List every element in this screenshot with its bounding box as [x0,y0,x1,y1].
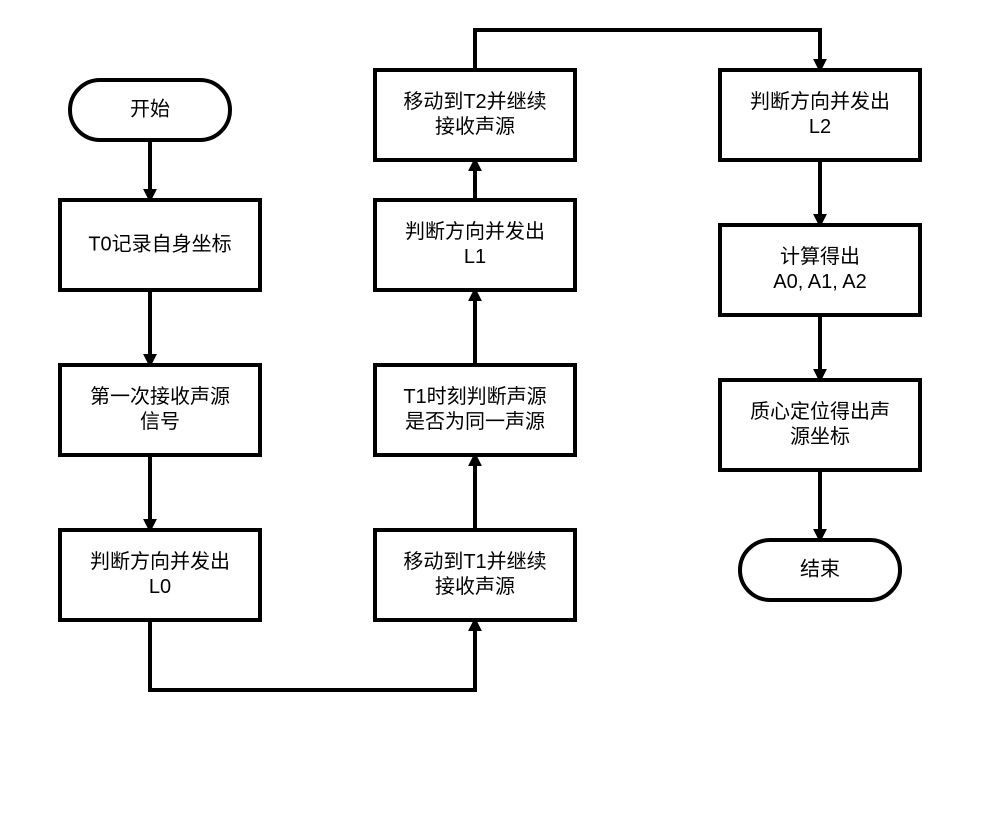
node-n5: T1时刻判断声源是否为同一声源 [375,365,575,455]
node-n7: 移动到T2并继续接收声源 [375,70,575,160]
node-n3: 判断方向并发出 L0 [60,530,260,620]
node-n2-label-0: 第一次接收声源 [90,385,230,408]
node-n4-label-0: 移动到T1并继续 [403,550,546,573]
edge-n7-n8 [475,30,820,70]
node-n3-label-1: L0 [149,576,171,598]
node-n4: 移动到T1并继续接收声源 [375,530,575,620]
node-n8-label-1: L2 [809,116,831,138]
flowchart-canvas: 开始T0记录自身坐标第一次接收声源信号判断方向并发出L0移动到T1并继续接收声源… [0,0,1000,820]
node-n6-label-0: 判断方向并发出 [405,220,545,243]
node-n6: 判断方向并发出 L1 [375,200,575,290]
node-start-label-0: 开始 [130,97,170,120]
node-n10: 质心定位得出声源坐标 [720,380,920,470]
node-n8-label-0: 判断方向并发出 [750,90,890,113]
node-n10-label-0: 质心定位得出声 [750,400,890,423]
node-n9: 计算得出 A0, A1, A2 [720,225,920,315]
node-n7-label-0: 移动到T2并继续 [403,90,546,113]
node-n9-label-1: A0, A1, A2 [773,271,866,293]
node-n5-label-0: T1时刻判断声源 [403,385,546,408]
node-n2: 第一次接收声源信号 [60,365,260,455]
node-n6-label-1: L1 [464,246,486,268]
node-n7-label-1: 接收声源 [435,115,515,138]
node-start: 开始 [70,80,230,140]
node-n3-label-0: 判断方向并发出 [90,550,230,573]
node-n10-label-1: 源坐标 [790,425,850,448]
node-n9-label-0: 计算得出 [780,245,860,268]
node-n1-label-0: T0记录自身坐标 [88,232,231,255]
node-end: 结束 [740,540,900,600]
node-end-label-0: 结束 [800,557,840,580]
node-n8: 判断方向并发出 L2 [720,70,920,160]
node-n4-label-1: 接收声源 [435,575,515,598]
node-n2-label-1: 信号 [140,410,180,433]
node-n1: T0记录自身坐标 [60,200,260,290]
edge-n3-n4 [150,620,475,690]
node-n5-label-1: 是否为同一声源 [405,410,545,433]
